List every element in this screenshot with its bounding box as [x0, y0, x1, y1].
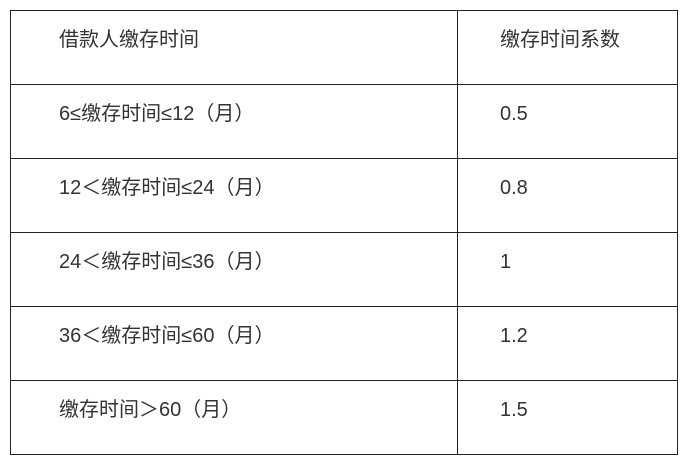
table-row: 12＜缴存时间≤24（月） 0.8: [10, 158, 678, 233]
header-cell-deposit-time: 借款人缴存时间: [10, 10, 458, 85]
cell-coefficient: 1: [457, 232, 678, 307]
cell-deposit-time-range: 6≤缴存时间≤12（月）: [10, 84, 458, 159]
cell-deposit-time-range: 12＜缴存时间≤24（月）: [10, 158, 458, 233]
table-header-row: 借款人缴存时间 缴存时间系数: [10, 10, 678, 85]
cell-coefficient: 1.2: [457, 306, 678, 381]
cell-coefficient: 1.5: [457, 380, 678, 455]
table-row: 缴存时间＞60（月） 1.5: [10, 380, 678, 455]
cell-deposit-time-range: 36＜缴存时间≤60（月）: [10, 306, 458, 381]
table-row: 6≤缴存时间≤12（月） 0.5: [10, 84, 678, 159]
table-row: 24＜缴存时间≤36（月） 1: [10, 232, 678, 307]
table-row: 36＜缴存时间≤60（月） 1.2: [10, 306, 678, 381]
cell-deposit-time-range: 缴存时间＞60（月）: [10, 380, 458, 455]
deposit-coefficient-table: 借款人缴存时间 缴存时间系数 6≤缴存时间≤12（月） 0.5 12＜缴存时间≤…: [10, 10, 678, 455]
deposit-coefficient-table-container: 借款人缴存时间 缴存时间系数 6≤缴存时间≤12（月） 0.5 12＜缴存时间≤…: [10, 10, 678, 455]
cell-deposit-time-range: 24＜缴存时间≤36（月）: [10, 232, 458, 307]
cell-coefficient: 0.8: [457, 158, 678, 233]
header-cell-coefficient: 缴存时间系数: [457, 10, 678, 85]
cell-coefficient: 0.5: [457, 84, 678, 159]
